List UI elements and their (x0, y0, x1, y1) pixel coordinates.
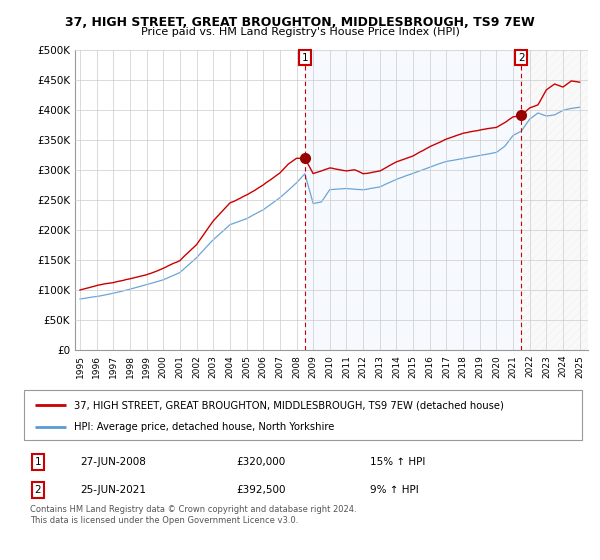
Text: HPI: Average price, detached house, North Yorkshire: HPI: Average price, detached house, Nort… (74, 422, 335, 432)
Text: 37, HIGH STREET, GREAT BROUGHTON, MIDDLESBROUGH, TS9 7EW: 37, HIGH STREET, GREAT BROUGHTON, MIDDLE… (65, 16, 535, 29)
Text: 1: 1 (302, 53, 308, 63)
Bar (305, 50, 521, 350)
Text: £392,500: £392,500 (236, 485, 286, 495)
Text: 1: 1 (35, 458, 41, 468)
Text: Price paid vs. HM Land Registry's House Price Index (HPI): Price paid vs. HM Land Registry's House … (140, 27, 460, 37)
Text: £320,000: £320,000 (236, 458, 285, 468)
Text: 2: 2 (35, 485, 41, 495)
Text: 27-JUN-2008: 27-JUN-2008 (80, 458, 146, 468)
Bar (521, 50, 588, 350)
Text: 2: 2 (518, 53, 524, 63)
Text: 9% ↑ HPI: 9% ↑ HPI (370, 485, 419, 495)
Text: 15% ↑ HPI: 15% ↑ HPI (370, 458, 425, 468)
Text: 25-JUN-2021: 25-JUN-2021 (80, 485, 146, 495)
Text: 37, HIGH STREET, GREAT BROUGHTON, MIDDLESBROUGH, TS9 7EW (detached house): 37, HIGH STREET, GREAT BROUGHTON, MIDDLE… (74, 400, 504, 410)
Text: Contains HM Land Registry data © Crown copyright and database right 2024.
This d: Contains HM Land Registry data © Crown c… (29, 506, 356, 525)
